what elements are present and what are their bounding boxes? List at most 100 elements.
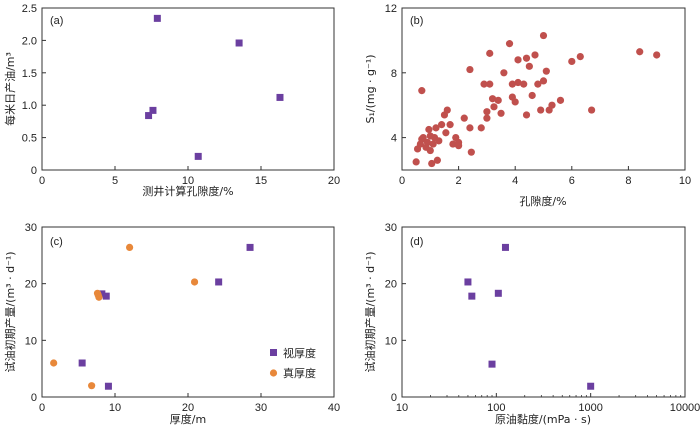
panel-a-data-point-square — [276, 93, 284, 101]
panel-b-data-point-circle — [539, 31, 548, 40]
panel-b-xtick-label: 4 — [512, 175, 518, 187]
panel-a-data-point-square — [153, 14, 161, 22]
panel-b-data-point-circle — [494, 96, 502, 104]
panel-b-data-point-circle — [520, 80, 528, 88]
panel-b-data-point-circle — [443, 106, 451, 114]
panel-c-data-point-circle — [126, 243, 134, 251]
panel-d-data-point-square — [501, 243, 509, 251]
panel-b-xtick-label: 8 — [625, 175, 631, 187]
panel-b-data-point-circle — [426, 146, 434, 155]
panel-c-xtick-label: 10 — [109, 402, 121, 414]
panel-b-ytick-label: 4 — [391, 133, 397, 145]
panel-b-data-point-circle — [446, 121, 454, 129]
panel-b-data-point-circle — [505, 40, 514, 48]
panel-b-data-point-circle — [508, 80, 516, 88]
panel-b-data-point-circle — [556, 96, 565, 104]
panel-b-data-point-circle — [548, 101, 556, 109]
panel-b-data-point-circle — [537, 106, 545, 114]
panel-b-data-point-circle — [425, 125, 433, 134]
panel-b-data-point-circle — [500, 69, 508, 77]
panel-b-data-point-circle — [576, 53, 584, 61]
legend-label-true-thickness: 真厚度 — [283, 366, 316, 380]
panel-b-data-point-circle — [438, 121, 446, 129]
panel-b-data-point-circle — [429, 140, 437, 148]
panel-c-data-point-circle — [94, 291, 102, 299]
panel-c-xtick-label: 20 — [182, 402, 194, 414]
panel-a-ytick-label: 0.5 — [22, 133, 37, 145]
panel-c-data-point-square — [78, 359, 86, 367]
panel-b-data-point-circle — [432, 124, 440, 132]
panel-a-xtick-label: 0 — [39, 175, 45, 187]
panel-c-data-point-square — [104, 382, 112, 390]
panel-b-data-point-circle — [483, 114, 491, 122]
panel-b-data-point-circle — [488, 95, 497, 103]
panel-d-ytick-label: 0 — [391, 392, 397, 404]
panel-d-ytick-label: 10 — [385, 335, 397, 347]
panel-b-data-point-circle — [442, 129, 450, 137]
panel-b-xtick-label: 2 — [456, 175, 462, 187]
panel-c-legend: 视厚度 真厚度 — [269, 346, 316, 380]
panel-c-ytick-label: 10 — [25, 335, 37, 347]
panel-d-xtick-label: 10 — [396, 402, 408, 414]
panel-b-data-point-circle — [433, 156, 441, 164]
panel-b-frame — [401, 7, 686, 171]
panel-b-data-point-circle — [419, 134, 427, 142]
panel-d-frame — [401, 226, 686, 398]
panel-b-xlabel: 孔隙度/% — [519, 194, 566, 208]
panel-c-data-point-circle — [50, 359, 58, 367]
panel-b-data-point-circle — [653, 51, 661, 59]
panel-d-xtick-label: 1000 — [578, 402, 602, 414]
panel-a-data-point-square — [194, 152, 202, 160]
panel-d-xtick-label: 100 — [487, 402, 505, 414]
panel-b-data-point-circle — [428, 159, 436, 168]
panel-b-data-point-circle — [534, 80, 542, 88]
panel-b-xtick-label: 6 — [569, 175, 575, 187]
panel-c-label: (c) — [50, 236, 63, 248]
panel-c-data-point-circle — [88, 382, 96, 390]
panel-b-ytick-label: 8 — [391, 68, 397, 80]
panel-d-ylabel: 试油初期产量/(m³ · d⁻¹) — [363, 251, 377, 372]
panel-b-data-point-circle — [636, 48, 644, 56]
panel-b-data-point-circle — [531, 51, 539, 59]
panel-d-data-point-square — [464, 278, 472, 286]
panel-c: (c) 厚度/m 试油初期产量/(m³ · d⁻¹) 0 10 20 30 40 0 10 2… — [3, 222, 340, 426]
panel-a-data-point-square — [145, 112, 153, 120]
panel-c-xtick-label: 40 — [328, 402, 340, 414]
panel-b-data-point-circle — [522, 54, 531, 62]
panel-b-data-point-circle — [426, 132, 434, 140]
panel-a: (a) 测井计算孔隙度/% 每米日产油/m³ 0 5 10 15 20 0 0.5 1.0 1.… — [3, 3, 340, 198]
panel-b-data-point-circle — [486, 49, 494, 57]
panel-a-xlabel: 测井计算孔隙度/% — [142, 184, 233, 198]
panel-b-data-point-circle — [480, 80, 488, 88]
panel-b-xtick-label: 0 — [399, 175, 405, 187]
panel-b-data-point-circle — [525, 62, 533, 70]
panel-b-data-point-circle — [514, 56, 522, 64]
panel-c-xtick-label: 0 — [39, 402, 45, 414]
panel-d-data-point-square — [488, 360, 496, 368]
panel-d-data-point-square — [468, 292, 476, 300]
panel-b-data-point-circle — [460, 114, 468, 122]
legend-square-marker — [270, 349, 277, 356]
panel-b-data-point-circle — [588, 106, 596, 114]
panel-c-xtick-label: 30 — [255, 402, 267, 414]
panel-b-data-point-circle — [486, 80, 494, 88]
panel-d-ytick-label: 20 — [385, 279, 397, 291]
panel-b-data-point-circle — [467, 148, 475, 156]
panel-d-xlabel: 原油黏度/(mPa · s) — [495, 412, 591, 426]
panel-b-data-point-circle — [412, 158, 420, 166]
panel-c-ytick-label: 30 — [25, 222, 37, 234]
panel-d-label: (d) — [410, 236, 423, 248]
panel-c-data-point-square — [246, 243, 254, 251]
panel-b-data-point-circle — [568, 57, 576, 66]
panel-a-ytick-label: 1.5 — [22, 68, 37, 80]
panel-b-data-point-circle — [497, 109, 505, 117]
panel-a-xtick-label: 20 — [328, 175, 340, 187]
panel-a-frame — [41, 7, 335, 171]
panel-a-ytick-label: 0 — [31, 165, 37, 177]
panel-a-xtick-label: 10 — [182, 175, 194, 187]
panel-b-ylabel: S₁/(mg · g⁻¹) — [364, 54, 377, 123]
panel-a-xtick-label: 5 — [112, 175, 118, 187]
panel-b-data-point-circle — [528, 91, 536, 100]
panel-a-data-point-square — [149, 106, 157, 114]
